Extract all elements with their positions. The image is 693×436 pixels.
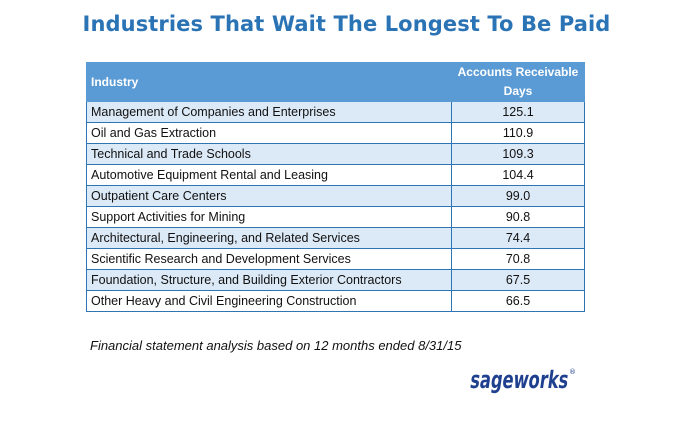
table-row: Support Activities for Mining 90.8	[86, 206, 585, 228]
table-row: Outpatient Care Centers 99.0	[86, 185, 585, 207]
header-ar-days-line2: Days	[503, 84, 533, 98]
chart-title: Industries That Wait The Longest To Be P…	[82, 12, 611, 36]
days-cell: 70.8	[451, 248, 585, 270]
industry-table: Industry Accounts Receivable Days Manage…	[86, 62, 585, 312]
table-row: Oil and Gas Extraction 110.9	[86, 122, 585, 144]
days-cell: 104.4	[451, 164, 585, 186]
industry-cell: Foundation, Structure, and Building Exte…	[86, 269, 452, 291]
table-row: Other Heavy and Civil Engineering Constr…	[86, 290, 585, 312]
header-industry: Industry	[86, 62, 452, 102]
days-cell: 109.3	[451, 143, 585, 165]
table-row: Architectural, Engineering, and Related …	[86, 227, 585, 249]
days-cell: 90.8	[451, 206, 585, 228]
industry-cell: Other Heavy and Civil Engineering Constr…	[86, 290, 452, 312]
industry-cell: Oil and Gas Extraction	[86, 122, 452, 144]
table-row: Scientific Research and Development Serv…	[86, 248, 585, 270]
sageworks-logo-image: sageworks ®	[469, 366, 576, 394]
industry-cell: Management of Companies and Enterprises	[86, 101, 452, 123]
industry-cell: Outpatient Care Centers	[86, 185, 452, 207]
table-row: Foundation, Structure, and Building Exte…	[86, 269, 585, 291]
header-ar-days: Accounts Receivable Days	[451, 62, 585, 102]
industry-cell: Automotive Equipment Rental and Leasing	[86, 164, 452, 186]
table-row: Technical and Trade Schools 109.3	[86, 143, 585, 165]
days-cell: 66.5	[451, 290, 585, 312]
logo-registered-mark: ®	[569, 368, 576, 376]
industry-cell: Scientific Research and Development Serv…	[86, 248, 452, 270]
days-cell: 110.9	[451, 122, 585, 144]
industry-cell: Support Activities for Mining	[86, 206, 452, 228]
days-cell: 125.1	[451, 101, 585, 123]
footnote: Financial statement analysis based on 12…	[90, 338, 462, 353]
sageworks-logo: sageworks ®	[467, 362, 579, 398]
days-cell: 74.4	[451, 227, 585, 249]
logo-wordmark: sageworks	[469, 366, 571, 394]
industry-cell: Technical and Trade Schools	[86, 143, 452, 165]
table-row: Automotive Equipment Rental and Leasing …	[86, 164, 585, 186]
days-cell: 67.5	[451, 269, 585, 291]
table-header-row: Industry Accounts Receivable Days	[86, 62, 585, 102]
industry-cell: Architectural, Engineering, and Related …	[86, 227, 452, 249]
table-row: Management of Companies and Enterprises …	[86, 101, 585, 123]
header-ar-days-line1: Accounts Receivable	[457, 65, 579, 79]
days-cell: 99.0	[451, 185, 585, 207]
